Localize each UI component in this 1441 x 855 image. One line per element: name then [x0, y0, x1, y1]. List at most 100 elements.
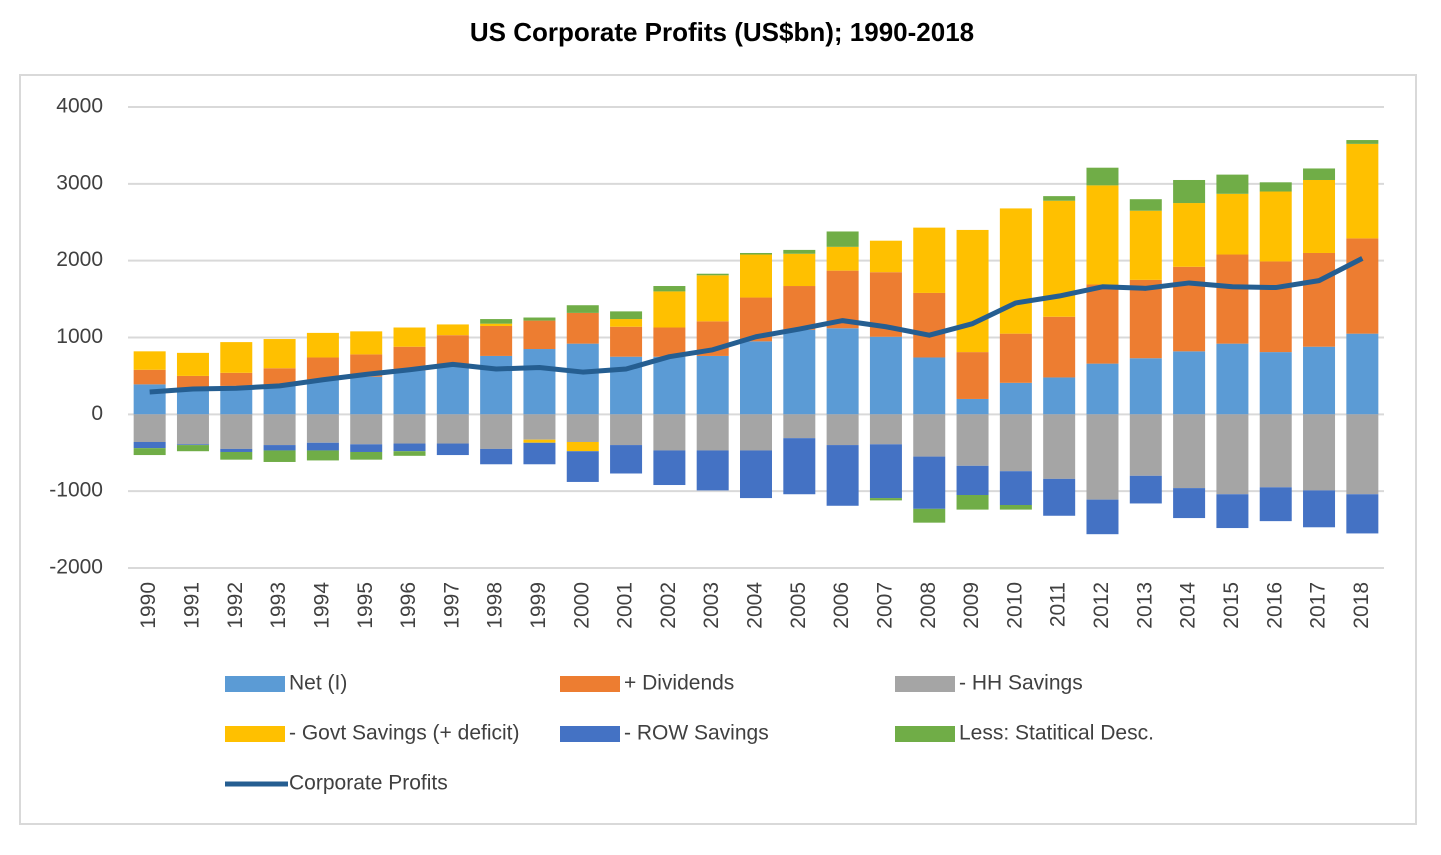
bar — [566, 305, 599, 313]
bar — [1086, 414, 1119, 500]
bar — [523, 439, 556, 443]
bar — [566, 451, 599, 482]
legend-swatch — [225, 676, 285, 692]
bar — [783, 329, 816, 415]
bar — [999, 471, 1032, 505]
bar — [783, 414, 816, 439]
bar — [653, 286, 686, 292]
bar — [653, 356, 686, 415]
bar — [393, 327, 426, 347]
bar — [999, 208, 1032, 334]
bar — [610, 319, 643, 327]
bar — [1303, 252, 1336, 347]
bar — [1216, 414, 1249, 495]
bar — [1173, 266, 1206, 352]
bar — [1129, 358, 1162, 415]
bar — [1303, 414, 1336, 491]
bar — [1346, 414, 1379, 495]
bar — [783, 249, 816, 254]
bar — [1086, 185, 1119, 285]
bar — [696, 273, 729, 276]
y-tick-label: 4000 — [56, 95, 103, 118]
bar — [1129, 210, 1162, 280]
bar — [263, 385, 296, 415]
bar — [783, 438, 816, 495]
bar — [523, 414, 556, 440]
bar — [826, 246, 859, 271]
bar — [393, 346, 426, 371]
bar — [220, 372, 253, 386]
x-tick-label: 2016 — [1263, 582, 1286, 629]
bar — [350, 444, 383, 452]
bar — [220, 414, 253, 449]
bar — [523, 349, 556, 415]
bar — [176, 445, 209, 452]
legend-label: - ROW Savings — [624, 722, 769, 745]
bar — [1043, 414, 1076, 479]
bar — [826, 445, 859, 506]
bar — [1216, 343, 1249, 415]
x-tick-label: 2010 — [1003, 582, 1026, 629]
x-tick-label: 2012 — [1090, 582, 1113, 629]
bar — [956, 414, 989, 466]
bar — [1259, 182, 1292, 192]
x-tick-label: 2003 — [700, 582, 723, 629]
bar — [566, 312, 599, 344]
bar — [133, 369, 166, 385]
bar — [653, 327, 686, 357]
bar — [133, 441, 166, 449]
bar — [306, 379, 339, 415]
y-tick-label: 3000 — [56, 171, 103, 194]
bar — [696, 355, 729, 415]
bar — [1259, 487, 1292, 522]
bar — [956, 229, 989, 353]
bar — [1173, 203, 1206, 267]
bar — [610, 445, 643, 474]
bar — [220, 448, 253, 452]
bar — [1259, 261, 1292, 353]
bar — [826, 231, 859, 247]
legend-swatch — [895, 676, 955, 692]
y-tick-label: -1000 — [49, 479, 103, 502]
bar — [869, 498, 902, 501]
bar — [566, 414, 599, 442]
bar — [1346, 238, 1379, 334]
legend-swatch — [560, 726, 620, 742]
x-tick-label: 2014 — [1177, 582, 1200, 629]
bar — [1129, 414, 1162, 476]
legend-label: + Dividends — [624, 672, 734, 695]
bar — [1043, 316, 1076, 378]
bar — [783, 286, 816, 330]
bar — [436, 443, 469, 456]
bar — [869, 240, 902, 273]
bar — [1043, 377, 1076, 415]
x-tick-label: 1990 — [137, 582, 160, 629]
bar — [610, 311, 643, 320]
bar — [480, 355, 513, 415]
bar — [696, 414, 729, 451]
x-tick-label: 2004 — [744, 582, 767, 629]
bar — [133, 414, 166, 442]
bar — [306, 357, 339, 380]
legend-label: - Govt Savings (+ deficit) — [289, 722, 520, 745]
x-tick-label: 1994 — [310, 582, 333, 629]
x-tick-label: 2005 — [787, 582, 810, 629]
x-tick-label: 2017 — [1307, 582, 1330, 629]
bar — [393, 414, 426, 444]
bar — [263, 368, 296, 386]
x-tick-label: 2009 — [960, 582, 983, 629]
bar — [350, 376, 383, 415]
y-tick-label: 0 — [91, 402, 103, 425]
bar — [306, 332, 339, 358]
x-tick-label: 2015 — [1220, 582, 1243, 629]
y-tick-label: 2000 — [56, 248, 103, 271]
bar — [653, 450, 686, 486]
x-tick-label: 1995 — [354, 582, 377, 629]
bar — [350, 451, 383, 460]
bar — [350, 331, 383, 355]
chart-border — [19, 74, 1417, 825]
x-tick-label: 1997 — [440, 582, 463, 629]
bar — [869, 444, 902, 499]
bar — [1043, 196, 1076, 201]
